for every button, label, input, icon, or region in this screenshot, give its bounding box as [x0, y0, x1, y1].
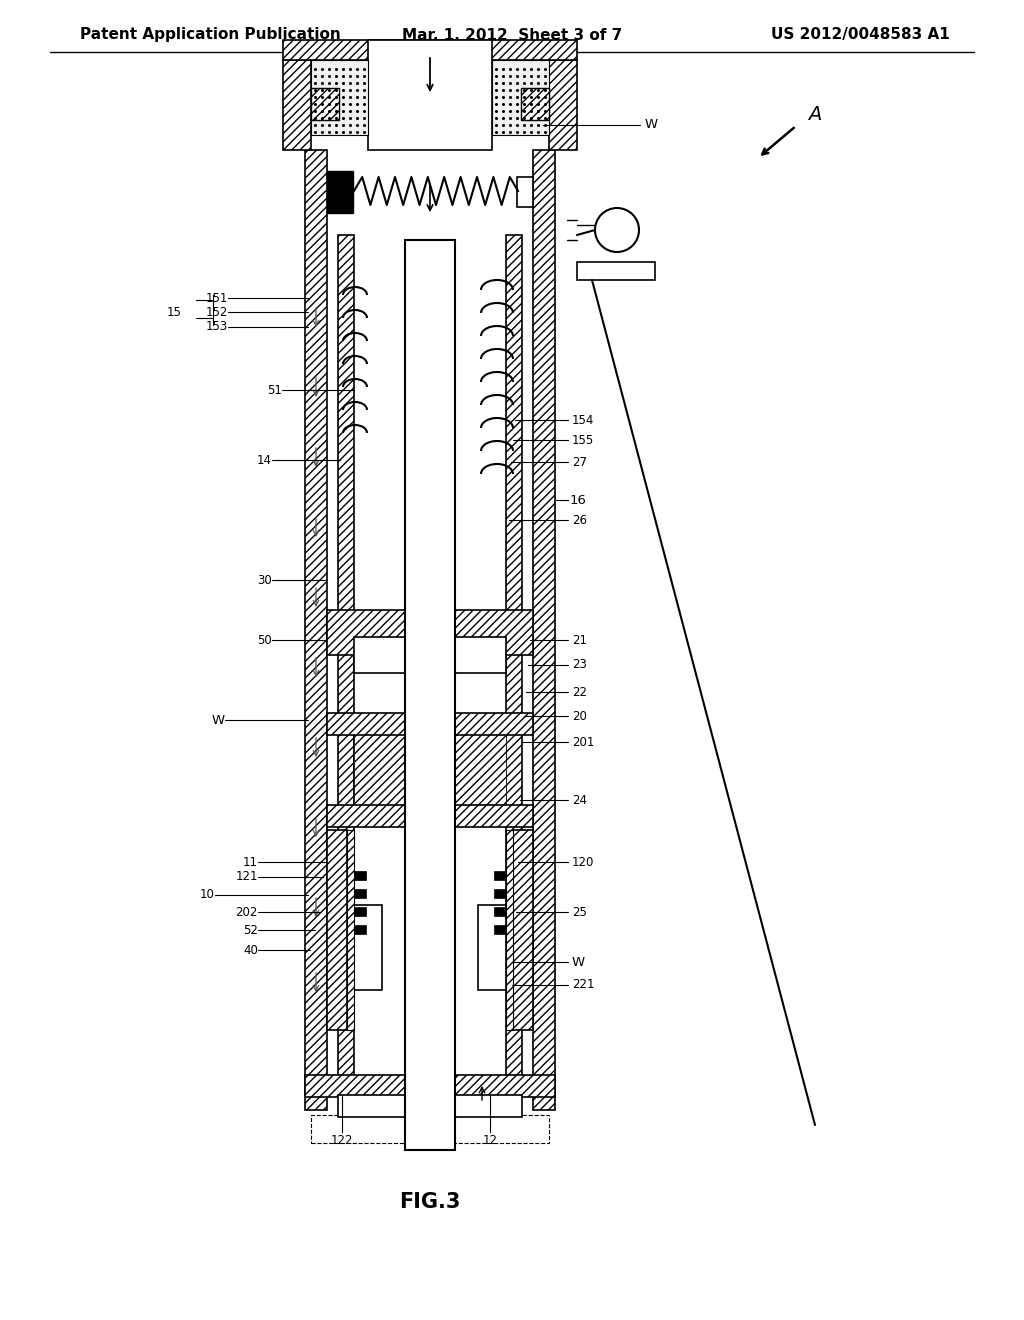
Bar — [577, 261, 655, 280]
Text: Patent Application Publication: Patent Application Publication — [80, 28, 341, 42]
Bar — [327, 805, 534, 828]
Polygon shape — [521, 88, 549, 120]
Bar — [455, 730, 506, 810]
Text: 50: 50 — [257, 634, 272, 647]
Bar — [327, 172, 353, 213]
Text: 22: 22 — [572, 685, 587, 698]
Bar — [506, 830, 513, 1030]
Text: 201: 201 — [572, 735, 594, 748]
Bar — [311, 59, 368, 135]
Polygon shape — [338, 235, 354, 1090]
Bar — [354, 888, 366, 898]
Polygon shape — [305, 150, 327, 1110]
Text: 155: 155 — [572, 433, 594, 446]
Bar — [492, 59, 549, 135]
Text: 40: 40 — [243, 944, 258, 957]
Text: 23: 23 — [572, 659, 587, 672]
Text: 25: 25 — [572, 906, 587, 919]
Bar — [354, 638, 506, 673]
Text: 12: 12 — [482, 1134, 498, 1147]
Text: 26: 26 — [572, 513, 587, 527]
Text: US 2012/0048583 A1: US 2012/0048583 A1 — [771, 28, 950, 42]
Bar — [354, 730, 404, 810]
Text: 121: 121 — [236, 870, 258, 883]
Bar — [354, 925, 366, 935]
Bar — [347, 830, 354, 1030]
Text: 11: 11 — [243, 855, 258, 869]
Bar — [494, 888, 506, 898]
Circle shape — [595, 209, 639, 252]
Bar — [327, 610, 534, 655]
Text: 154: 154 — [572, 413, 594, 426]
Text: 20: 20 — [572, 710, 587, 722]
Text: Mar. 1, 2012  Sheet 3 of 7: Mar. 1, 2012 Sheet 3 of 7 — [401, 28, 623, 42]
Text: 153: 153 — [206, 321, 228, 334]
Bar — [494, 871, 506, 880]
Bar — [327, 830, 347, 1030]
Polygon shape — [534, 150, 555, 1110]
Bar — [478, 906, 506, 990]
Text: 202: 202 — [236, 906, 258, 919]
Bar — [494, 925, 506, 935]
Polygon shape — [506, 235, 522, 1090]
Bar — [354, 907, 366, 916]
Text: 16: 16 — [570, 494, 587, 507]
Bar — [494, 907, 506, 916]
Polygon shape — [283, 40, 577, 59]
Bar — [338, 1096, 522, 1117]
Bar — [368, 40, 492, 150]
Text: W: W — [645, 119, 658, 132]
Text: A: A — [808, 106, 821, 124]
Text: 51: 51 — [267, 384, 282, 396]
Text: FIG.3: FIG.3 — [399, 1192, 461, 1212]
Text: 221: 221 — [572, 978, 595, 991]
Text: 30: 30 — [257, 573, 272, 586]
Text: 24: 24 — [572, 793, 587, 807]
Text: 52: 52 — [243, 924, 258, 936]
Bar — [406, 240, 455, 1150]
Text: 152: 152 — [206, 305, 228, 318]
Text: 120: 120 — [572, 855, 594, 869]
Bar — [354, 730, 506, 810]
Text: 15: 15 — [167, 305, 182, 318]
Polygon shape — [311, 88, 339, 120]
Bar — [513, 830, 534, 1030]
Bar — [354, 871, 366, 880]
Bar — [354, 906, 382, 990]
Bar — [305, 1074, 555, 1097]
Text: W: W — [572, 956, 585, 969]
Bar — [327, 713, 534, 735]
Polygon shape — [549, 59, 577, 150]
Text: 10: 10 — [200, 888, 215, 902]
Text: 14: 14 — [257, 454, 272, 466]
Text: W: W — [212, 714, 225, 726]
Bar — [517, 177, 534, 207]
Text: 27: 27 — [572, 455, 587, 469]
Bar — [311, 1115, 549, 1143]
Text: 151: 151 — [206, 292, 228, 305]
Polygon shape — [283, 59, 311, 150]
Text: 122: 122 — [331, 1134, 353, 1147]
Text: 21: 21 — [572, 634, 587, 647]
